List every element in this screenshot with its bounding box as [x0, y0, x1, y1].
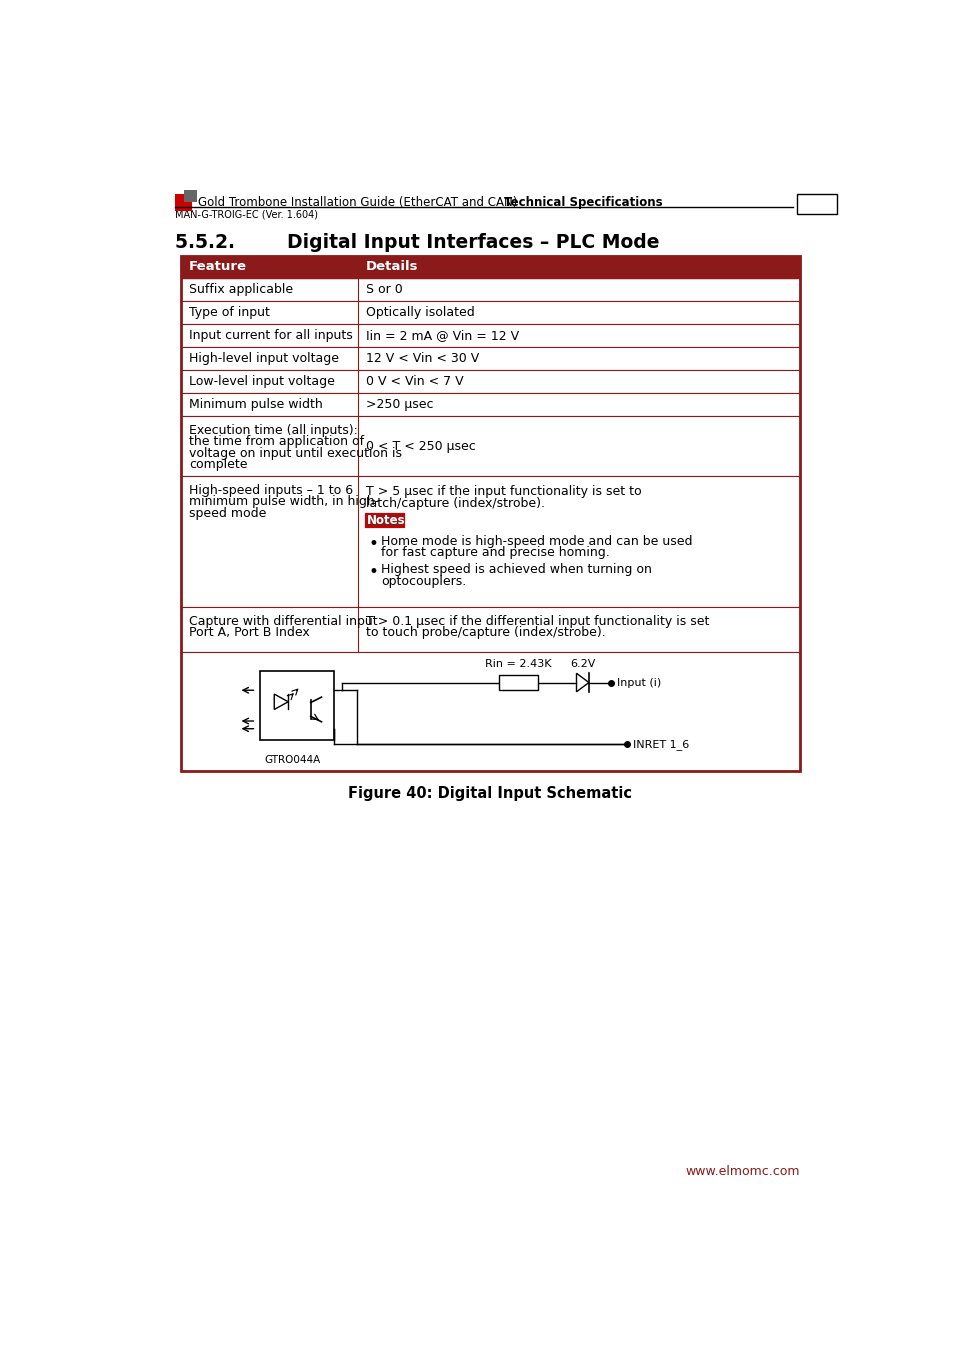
Text: complete: complete — [189, 459, 247, 471]
Text: MAN-G-TROIG-EC (Ver. 1.604): MAN-G-TROIG-EC (Ver. 1.604) — [174, 209, 317, 220]
Bar — [181, 301, 799, 324]
Bar — [181, 608, 799, 652]
Bar — [184, 190, 196, 202]
Text: High-speed inputs – 1 to 6: High-speed inputs – 1 to 6 — [189, 483, 353, 497]
Text: Suffix applicable: Suffix applicable — [189, 282, 293, 296]
Text: Technical Specifications: Technical Specifications — [504, 196, 662, 209]
Text: Capture with differential input: Capture with differential input — [189, 614, 377, 628]
Text: 5.5.2.        Digital Input Interfaces – PLC Mode: 5.5.2. Digital Input Interfaces – PLC Mo… — [174, 232, 659, 252]
Bar — [181, 324, 799, 347]
Bar — [365, 514, 404, 526]
Text: T > 0.1 μsec if the differential input functionality is set: T > 0.1 μsec if the differential input f… — [365, 614, 708, 628]
Text: speed mode: speed mode — [189, 508, 266, 520]
Text: Gold Trombone Installation Guide (EtherCAT and CAN): Gold Trombone Installation Guide (EtherC… — [198, 196, 517, 209]
Text: 86: 86 — [805, 197, 826, 212]
Text: Figure 40: Digital Input Schematic: Figure 40: Digital Input Schematic — [348, 787, 632, 802]
Text: Notes:: Notes: — [367, 514, 411, 526]
Text: www.elmomc.com: www.elmomc.com — [684, 1165, 799, 1179]
Bar — [181, 256, 799, 278]
Bar — [181, 477, 799, 608]
Bar — [181, 347, 799, 370]
Text: latch/capture (index/strobe).: latch/capture (index/strobe). — [365, 497, 544, 510]
Text: the time from application of: the time from application of — [189, 435, 364, 448]
Text: Execution time (all inputs):: Execution time (all inputs): — [189, 424, 357, 437]
Bar — [181, 370, 799, 393]
Bar — [796, 194, 836, 215]
Text: Input current for all inputs: Input current for all inputs — [189, 329, 353, 342]
Bar — [181, 416, 799, 477]
Bar — [181, 256, 799, 771]
Text: Low-level input voltage: Low-level input voltage — [189, 375, 335, 387]
Text: T > 5 μsec if the input functionality is set to: T > 5 μsec if the input functionality is… — [365, 486, 640, 498]
Text: voltage on input until execution is: voltage on input until execution is — [189, 447, 401, 460]
Text: Optically isolated: Optically isolated — [365, 305, 474, 319]
Text: 0 < T < 250 μsec: 0 < T < 250 μsec — [365, 440, 475, 452]
Text: S or 0: S or 0 — [365, 282, 402, 296]
Text: Minimum pulse width: Minimum pulse width — [189, 398, 322, 410]
Text: Highest speed is achieved when turning on: Highest speed is achieved when turning o… — [381, 563, 652, 576]
Text: •: • — [369, 535, 378, 552]
Text: Iin = 2 mA @ Vin = 12 V: Iin = 2 mA @ Vin = 12 V — [365, 329, 518, 342]
Text: to touch probe/capture (index/strobe).: to touch probe/capture (index/strobe). — [365, 626, 605, 640]
Bar — [181, 652, 799, 771]
Text: minimum pulse width, in high-: minimum pulse width, in high- — [189, 495, 379, 509]
Text: Input (i): Input (i) — [617, 678, 660, 687]
Text: Type of input: Type of input — [189, 305, 270, 319]
Text: for fast capture and precise homing.: for fast capture and precise homing. — [381, 547, 609, 559]
Text: Feature: Feature — [189, 261, 247, 273]
Bar — [174, 194, 192, 212]
Bar — [181, 393, 799, 416]
Text: High-level input voltage: High-level input voltage — [189, 352, 338, 365]
Text: 6.2V: 6.2V — [569, 659, 595, 668]
Text: Rin = 2.43K: Rin = 2.43K — [485, 659, 551, 668]
Text: GTRO044A: GTRO044A — [264, 755, 320, 765]
Text: Details: Details — [365, 261, 417, 273]
Text: Home mode is high-speed mode and can be used: Home mode is high-speed mode and can be … — [381, 535, 692, 548]
Bar — [498, 675, 537, 690]
Bar — [181, 278, 799, 301]
Text: optocouplers.: optocouplers. — [381, 575, 466, 587]
Text: •: • — [369, 563, 378, 580]
Bar — [365, 514, 404, 526]
Text: Port A, Port B Index: Port A, Port B Index — [189, 626, 310, 640]
Text: 12 V < Vin < 30 V: 12 V < Vin < 30 V — [365, 352, 478, 365]
Text: INRET 1_6: INRET 1_6 — [633, 738, 689, 749]
Bar — [260, 671, 334, 740]
Text: 0 V < Vin < 7 V: 0 V < Vin < 7 V — [365, 375, 463, 387]
Text: >250 μsec: >250 μsec — [365, 398, 433, 410]
